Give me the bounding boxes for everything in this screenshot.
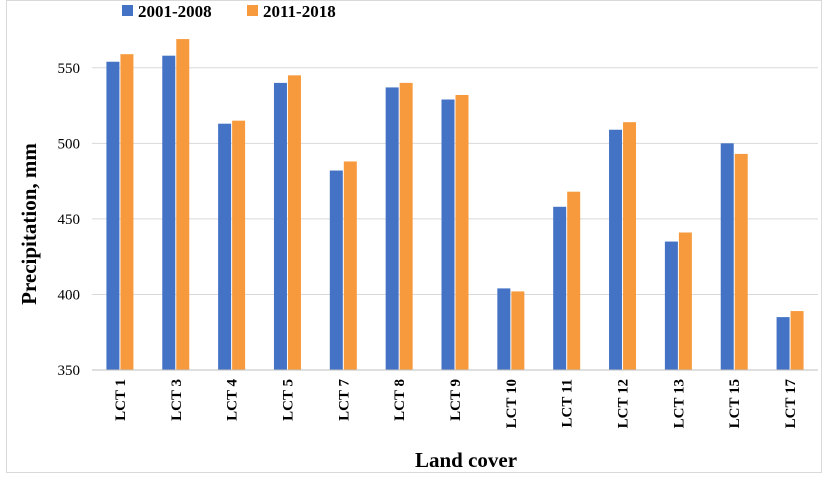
y-tick-label: 400: [58, 287, 81, 303]
x-tick-label: LCT 11: [560, 379, 576, 428]
bar-2011-2018-lct-11: [567, 191, 581, 370]
x-axis-title: Land cover: [415, 448, 517, 472]
y-axis-title: Precipitation, mm: [17, 143, 41, 305]
bar-2011-2018-lct-12: [623, 122, 637, 370]
bars: [106, 39, 804, 371]
bar-2001-2008-lct-1: [106, 61, 120, 370]
bar-2001-2008-lct-10: [497, 288, 511, 370]
x-tick-label: LCT 10: [504, 379, 520, 428]
legend-swatch-2001-2008: [122, 5, 133, 16]
x-tick-label: LCT 7: [336, 379, 352, 421]
legend-label-2011-2018: 2011-2018: [263, 2, 336, 21]
x-tick-label: LCT 4: [225, 379, 241, 421]
bar-2001-2008-lct-13: [664, 241, 678, 370]
bar-2001-2008-lct-5: [273, 82, 287, 370]
bar-2011-2018-lct-1: [120, 54, 134, 371]
x-tick-label: LCT 17: [783, 379, 799, 429]
bar-2001-2008-lct-9: [441, 99, 455, 370]
x-tick-label: LCT 12: [616, 379, 632, 428]
y-tick-label: 450: [58, 212, 81, 228]
bar-2011-2018-lct-5: [287, 75, 301, 370]
bar-2001-2008-lct-3: [162, 55, 176, 370]
legend-label-2001-2008: 2001-2008: [138, 2, 212, 21]
bar-2011-2018-lct-9: [455, 94, 469, 370]
bar-2001-2008-lct-8: [385, 87, 399, 370]
bar-2011-2018-lct-13: [678, 232, 692, 370]
bar-2001-2008-lct-17: [776, 317, 790, 370]
bar-2001-2008-lct-4: [218, 123, 232, 370]
legend: 2001-2008 2011-2018: [122, 2, 336, 21]
bar-2001-2008-lct-12: [609, 129, 623, 370]
bar-2001-2008-lct-15: [720, 143, 734, 370]
bar-2011-2018-lct-17: [790, 311, 804, 370]
bar-2011-2018-lct-15: [734, 153, 748, 370]
bar-2011-2018-lct-4: [232, 120, 246, 371]
y-tick-label: 550: [58, 61, 81, 77]
x-tick-label: LCT 15: [727, 379, 743, 428]
y-tick-label: 500: [58, 136, 81, 152]
bar-2001-2008-lct-7: [329, 170, 343, 370]
legend-swatch-2011-2018: [247, 5, 258, 16]
x-tick-label: LCT 5: [280, 379, 296, 421]
axes: 350 400 450 500 550 LCT 1 LCT 3 LCT 4 LCT 5 LCT 7…: [58, 61, 818, 429]
x-tick-label: LCT 8: [392, 379, 408, 421]
bar-2011-2018-lct-7: [343, 161, 357, 370]
x-tick-label: LCT 9: [448, 379, 464, 421]
x-tick-label: LCT 1: [113, 379, 129, 421]
x-tick-label: LCT 13: [671, 379, 687, 428]
y-tick-label: 350: [58, 363, 81, 379]
bar-2011-2018-lct-10: [511, 291, 525, 370]
bar-2001-2008-lct-11: [553, 206, 567, 370]
bar-2011-2018-lct-8: [399, 82, 413, 370]
x-tick-label: LCT 3: [169, 379, 185, 421]
grid-lines: [92, 67, 818, 295]
bar-2011-2018-lct-3: [176, 39, 190, 371]
